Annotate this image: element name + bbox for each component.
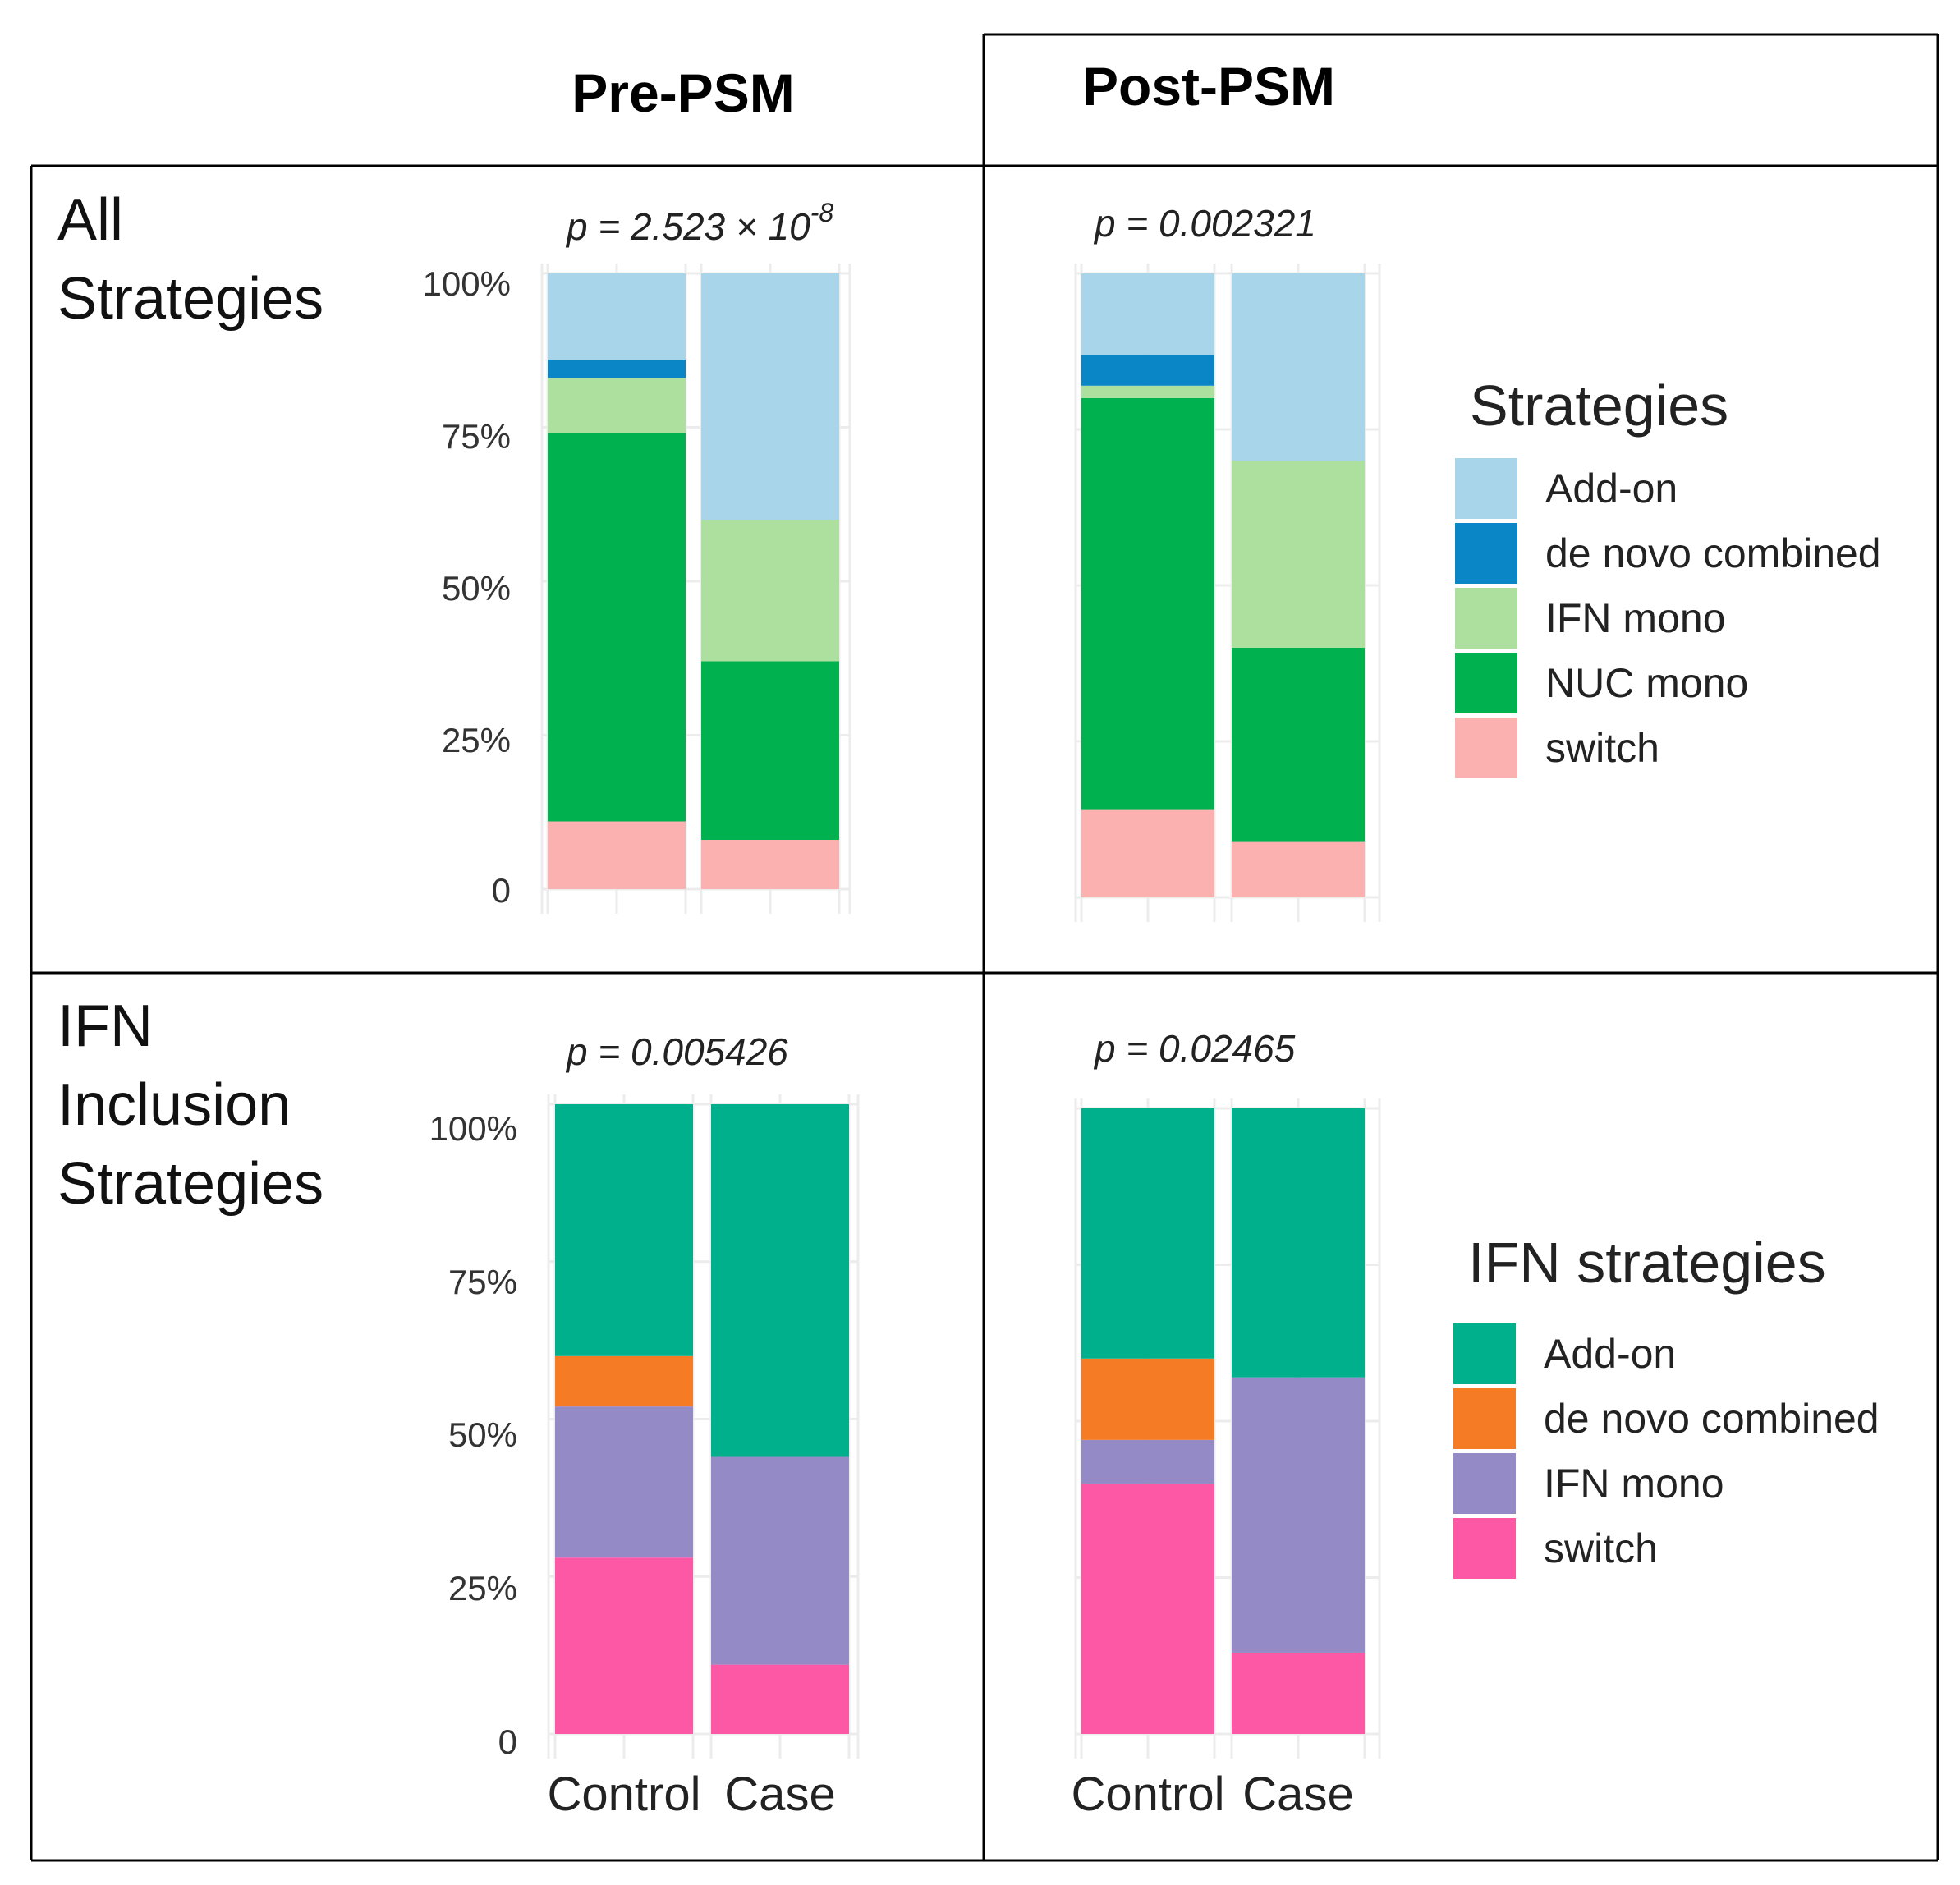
legend-swatch-add-on	[1453, 1323, 1516, 1384]
legend-swatch-ifn-mono	[1453, 1453, 1516, 1514]
legend-swatch-add-on	[1455, 458, 1517, 519]
bar-control-ifn-mono	[548, 378, 686, 433]
bar-control-add-on	[555, 1104, 693, 1356]
bar-case-switch	[1232, 841, 1365, 897]
p-value-exponent: -8	[810, 198, 834, 227]
bar-control-add-on	[1081, 1108, 1214, 1359]
legend-title: Strategies	[1470, 374, 1728, 438]
row-label-ifn-line3: Strategies	[57, 1151, 324, 1217]
y-tick-label: 0	[492, 871, 511, 910]
row-label-ifn-line1: IFN	[57, 993, 153, 1059]
chart-all-strategies-pre-psm: 0 25% 50% 75% 100% p = 2.523 × 10-8	[423, 198, 851, 914]
p-value-label: p = 0.02465	[1093, 1027, 1296, 1070]
bar-case-ifn-mono	[711, 1456, 849, 1665]
legend-swatch-switch	[1455, 718, 1517, 778]
col-title-post-psm: Post-PSM	[1082, 56, 1335, 117]
bar-control-nuc-mono	[1081, 398, 1214, 810]
legend-label-add-on: Add-on	[1544, 1331, 1676, 1377]
bar-control-add-on	[1081, 273, 1214, 355]
y-tick-label: 0	[498, 1722, 517, 1761]
bar-control-nuc-mono	[548, 433, 686, 822]
legend-swatch-switch	[1453, 1518, 1516, 1579]
row-label-all-line1: All	[57, 187, 123, 253]
chart-all-strategies-post-psm: p = 0.002321	[1074, 202, 1381, 922]
bar-control-ifn-mono	[1081, 1439, 1214, 1484]
legend-label-ifn-mono: IFN mono	[1545, 595, 1726, 641]
y-tick-label: 100%	[423, 264, 511, 303]
legend-label-add-on: Add-on	[1545, 466, 1678, 511]
y-tick-label: 75%	[442, 417, 511, 456]
bar-control-switch	[1081, 1484, 1214, 1734]
category-label-case: Case	[724, 1768, 835, 1821]
figure-frame	[30, 33, 1939, 1862]
bar-case-ifn-mono	[1232, 461, 1365, 648]
legend-swatch-de-novo-combined	[1455, 523, 1517, 584]
p-value-label: p = 0.005426	[565, 1030, 788, 1073]
bar-case-ifn-mono	[701, 520, 839, 662]
y-tick-label: 75%	[448, 1263, 517, 1301]
legend-label-switch: switch	[1545, 725, 1659, 771]
col-title-pre-psm: Pre-PSM	[571, 62, 794, 123]
legend-label-switch: switch	[1544, 1525, 1658, 1571]
y-tick-label: 100%	[429, 1109, 517, 1148]
row-label-ifn-line2: Inclusion	[57, 1072, 291, 1138]
bar-control-ifn-mono	[555, 1406, 693, 1558]
y-tick-label: 25%	[448, 1569, 517, 1608]
legend-ifn-strategies: IFN strategies Add-on de novo combined IFN …	[1453, 1231, 1880, 1579]
bar-control-de-novo-combined	[1081, 354, 1214, 386]
bar-case-nuc-mono	[1232, 648, 1365, 842]
p-value-label: p = 0.002321	[1093, 202, 1316, 245]
bar-case-nuc-mono	[701, 661, 839, 840]
bar-control-de-novo-combined	[548, 360, 686, 378]
bar-case-switch	[711, 1664, 849, 1734]
bar-case-switch	[1232, 1652, 1365, 1734]
bar-control-de-novo-combined	[555, 1355, 693, 1407]
bar-control-switch	[555, 1557, 693, 1734]
legend-title: IFN strategies	[1468, 1231, 1826, 1295]
bar-case-add-on	[1232, 273, 1365, 461]
legend-label-nuc-mono: NUC mono	[1545, 660, 1748, 706]
legend-swatch-ifn-mono	[1455, 588, 1517, 649]
bar-case-ifn-mono	[1232, 1377, 1365, 1653]
bar-case-add-on	[701, 273, 839, 520]
legend-label-ifn-mono: IFN mono	[1544, 1461, 1724, 1507]
bar-case-switch	[701, 840, 839, 889]
y-tick-label: 50%	[448, 1415, 517, 1454]
legend-strategies: Strategies Add-on de novo combined IFN mono…	[1455, 374, 1881, 778]
legend-label-de-novo-combined: de novo combined	[1544, 1396, 1880, 1442]
y-tick-label: 25%	[442, 721, 511, 759]
bar-case-add-on	[711, 1104, 849, 1457]
bar-control-add-on	[548, 273, 686, 360]
p-value-label: p = 2.523 × 10-8	[565, 198, 833, 248]
chart-ifn-inclusion-post-psm: p = 0.02465 Control Case	[1072, 1027, 1381, 1821]
category-label-control: Control	[548, 1768, 701, 1821]
legend-swatch-de-novo-combined	[1453, 1388, 1516, 1449]
bar-case-add-on	[1232, 1108, 1365, 1378]
category-label-control: Control	[1072, 1768, 1225, 1821]
bar-control-switch	[1081, 809, 1214, 897]
category-label-case: Case	[1242, 1768, 1353, 1821]
bar-control-switch	[548, 821, 686, 889]
chart-ifn-inclusion-pre-psm: 0 25% 50% 75% 100% p = 0.005426 Control Case	[429, 1030, 860, 1821]
legend-swatch-nuc-mono	[1455, 653, 1517, 713]
row-label-all-line2: Strategies	[57, 266, 324, 332]
y-tick-label: 50%	[442, 569, 511, 608]
bar-control-ifn-mono	[1081, 385, 1214, 398]
legend-label-de-novo-combined: de novo combined	[1545, 530, 1881, 576]
bar-control-de-novo-combined	[1081, 1358, 1214, 1440]
